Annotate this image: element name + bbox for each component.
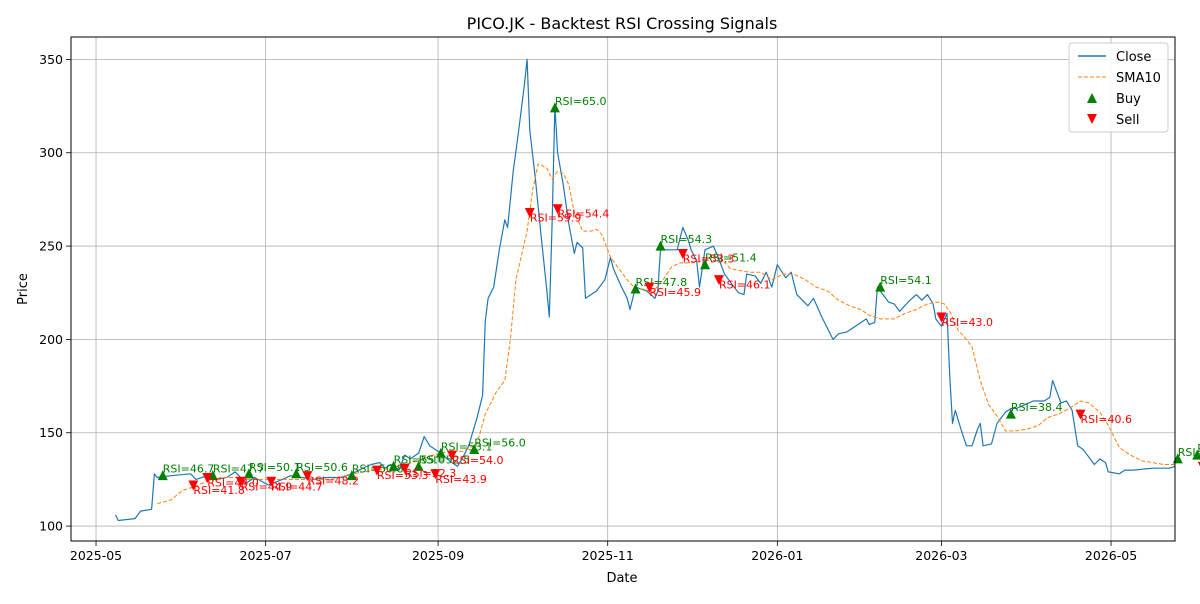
sell-signal-label: RSI=40.6 (1080, 413, 1132, 426)
y-tick-label: 250 (39, 239, 63, 254)
y-axis-label: Price (16, 273, 31, 305)
y-tick-label: 150 (39, 425, 63, 440)
legend-close-label: Close (1116, 50, 1151, 65)
sell-signal-label: RSI=54.0 (452, 454, 504, 467)
sell-signal-label: RSI=54.4 (558, 208, 610, 221)
legend-buy-label: Buy (1116, 92, 1141, 107)
y-tick-label: 200 (39, 332, 63, 347)
buy-signal-label: RSI=54.1 (880, 274, 932, 287)
buy-signal-label: RSI=54.3 (661, 233, 713, 246)
x-tick-label: 2026-03 (915, 548, 967, 563)
x-tick-label: 2025-11 (582, 548, 634, 563)
sell-signal-label: RSI=53.3 (683, 253, 735, 266)
x-tick-label: 2025-09 (412, 548, 464, 563)
x-tick-label: 2025-05 (70, 548, 122, 563)
sell-signal-label: RSI=45.9 (649, 286, 701, 299)
x-tick-label: 2026-05 (1085, 548, 1137, 563)
legend-sell-label: Sell (1116, 113, 1139, 128)
y-tick-label: 100 (39, 519, 63, 534)
buy-signal-label: RSI=56.0 (474, 437, 526, 450)
y-tick-label: 300 (39, 145, 63, 160)
legend-sma10-label: SMA10 (1116, 71, 1161, 86)
sell-signal-label: RSI=43.0 (941, 316, 993, 329)
sell-signal-label: RSI=46.1 (719, 279, 771, 292)
chart-title: PICO.JK - Backtest RSI Crossing Signals (467, 14, 778, 33)
x-tick-label: 2026-01 (751, 548, 803, 563)
sell-signal-label: RSI=48.2 (307, 475, 359, 488)
legend: Close SMA10 Buy Sell (1069, 43, 1168, 132)
buy-signal-label: RSI=50.1 (249, 461, 301, 474)
x-tick-label: 2025-07 (240, 548, 292, 563)
y-tick-label: 350 (39, 52, 63, 67)
x-axis-label: Date (606, 571, 637, 586)
sell-signal-label: RSI=43.9 (435, 473, 487, 486)
buy-signal-label: RSI=38.4 (1011, 401, 1063, 414)
buy-signal-label: RSI=65.0 (555, 95, 607, 108)
